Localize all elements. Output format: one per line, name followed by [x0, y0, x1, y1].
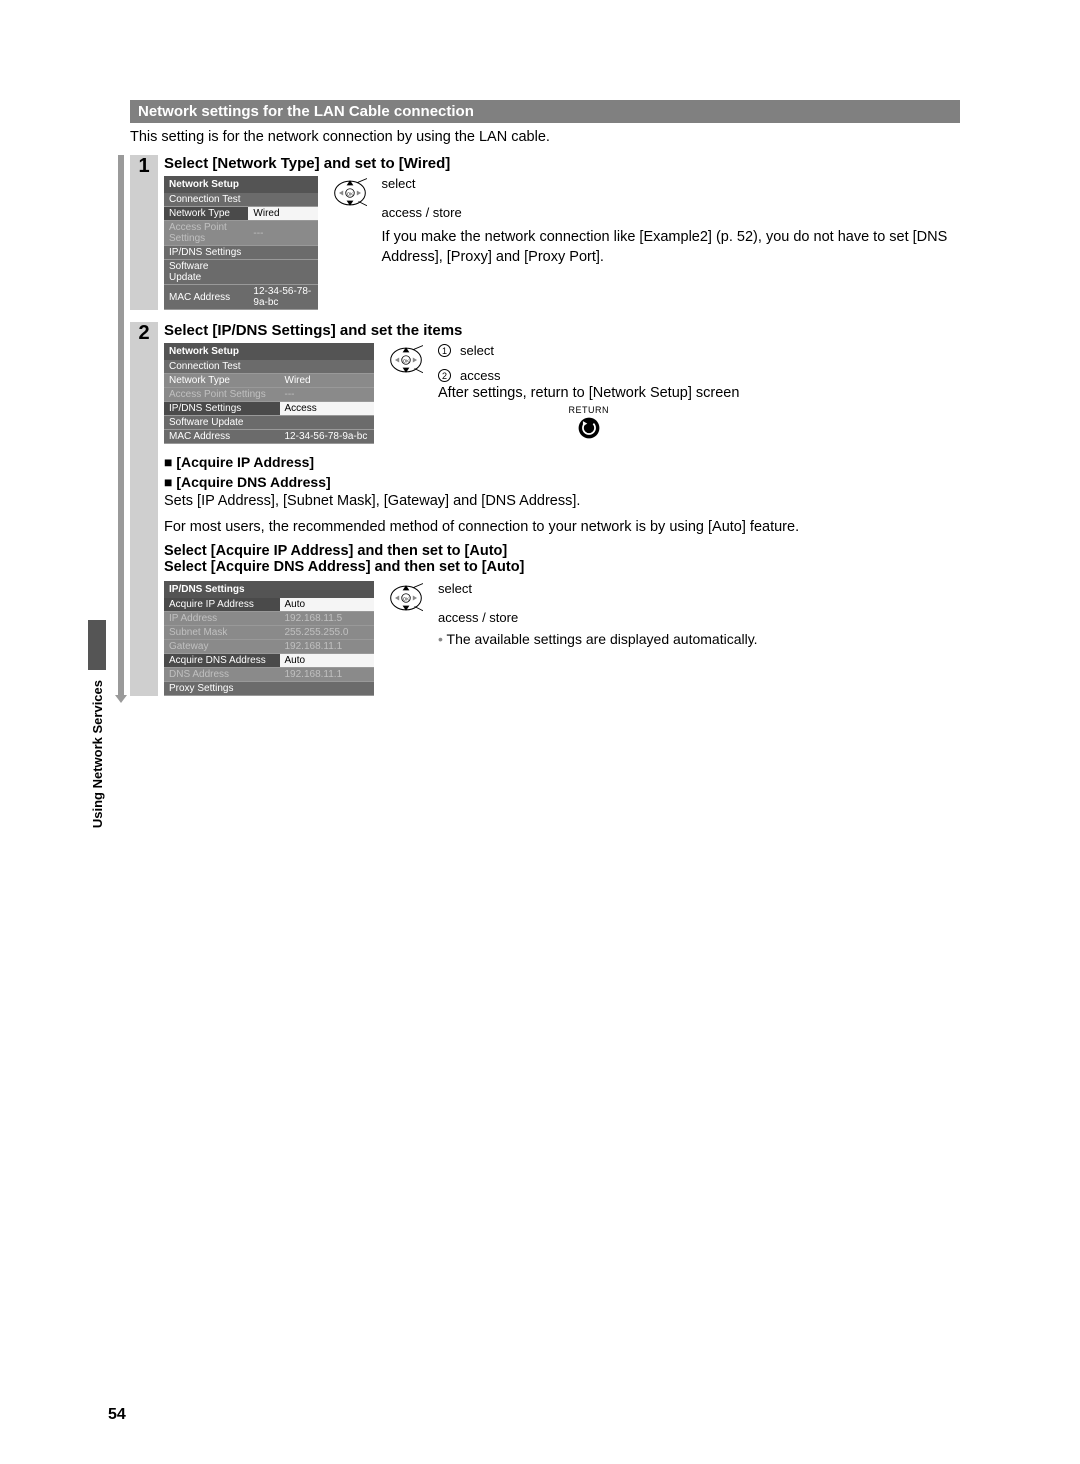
menu-row: Connection Test — [164, 193, 318, 207]
para-auto-rec: For most users, the recommended method o… — [164, 518, 960, 538]
svg-text:OK: OK — [403, 597, 409, 602]
menu-row: IP/DNS SettingsAccess — [164, 402, 374, 416]
menu-row: Network TypeWired — [164, 374, 374, 388]
menu-row: Proxy Settings — [164, 682, 374, 696]
menu-title: Network Setup — [164, 343, 374, 360]
menu-row: MAC Address12-34-56-78-9a-bc — [164, 430, 374, 444]
step-2-note: After settings, return to [Network Setup… — [438, 385, 739, 401]
menu-row: Access Point Settings--- — [164, 221, 318, 246]
circled-2: 2 — [438, 369, 451, 382]
network-setup-menu-2: Network Setup Connection TestNetwork Typ… — [164, 343, 374, 444]
return-label: RETURN — [568, 405, 609, 415]
svg-text:OK: OK — [346, 192, 352, 197]
select-acquire-ip: Select [Acquire IP Address] and then set… — [164, 543, 960, 559]
label-select: select — [460, 343, 494, 358]
sub-acquire-dns: [Acquire DNS Address] — [164, 474, 960, 490]
circled-1: 1 — [438, 344, 451, 357]
label-access: access / store — [382, 205, 462, 220]
menu-row: MAC Address12-34-56-78-9a-bc — [164, 285, 318, 310]
sub-acquire-ip: [Acquire IP Address] — [164, 454, 960, 470]
intro-text: This setting is for the network connecti… — [130, 129, 960, 145]
step-1-number: 1 — [130, 155, 158, 310]
select-acquire-dns: Select [Acquire DNS Address] and then se… — [164, 559, 960, 575]
label-select: select — [382, 176, 416, 191]
step-flow-bar — [118, 155, 124, 695]
step-1-title: Select [Network Type] and set to [Wired] — [164, 155, 960, 172]
menu-row: Connection Test — [164, 360, 374, 374]
menu-title: Network Setup — [164, 176, 318, 193]
menu-row: Subnet Mask255.255.255.0 — [164, 626, 374, 640]
return-icon — [576, 415, 602, 441]
side-accent-block — [88, 620, 106, 670]
menu-row: Software Update — [164, 416, 374, 430]
side-tab-label: Using Network Services — [90, 680, 105, 828]
auto-display-note: The available settings are displayed aut… — [438, 631, 758, 647]
step-2-number: 2 — [130, 322, 158, 696]
menu-row: Access Point Settings--- — [164, 388, 374, 402]
ipdns-settings-menu: IP/DNS Settings Acquire IP AddressAutoIP… — [164, 581, 374, 696]
label-access: access — [460, 368, 500, 383]
label-access: access / store — [438, 610, 518, 625]
network-setup-menu-1: Network Setup Connection TestNetwork Typ… — [164, 176, 318, 310]
menu-title: IP/DNS Settings — [164, 581, 374, 598]
step-1-note: If you make the network connection like … — [382, 228, 961, 267]
label-select: select — [438, 581, 472, 596]
dpad-icon: OK — [389, 343, 423, 377]
menu-row: DNS Address192.168.11.1 — [164, 668, 374, 682]
para-sets: Sets [IP Address], [Subnet Mask], [Gatew… — [164, 492, 960, 512]
menu-row: Network TypeWired — [164, 207, 318, 221]
menu-row: Acquire DNS AddressAuto — [164, 654, 374, 668]
menu-row: IP Address192.168.11.5 — [164, 612, 374, 626]
page-number: 54 — [108, 1406, 126, 1424]
dpad-icon: OK — [333, 176, 367, 210]
step-1: 1 Select [Network Type] and set to [Wire… — [130, 155, 960, 310]
menu-row: IP/DNS Settings — [164, 246, 318, 260]
svg-text:OK: OK — [403, 359, 409, 364]
step-2-title: Select [IP/DNS Settings] and set the ite… — [164, 322, 960, 339]
menu-row: Gateway192.168.11.1 — [164, 640, 374, 654]
menu-row: Acquire IP AddressAuto — [164, 598, 374, 612]
dpad-icon: OK — [389, 581, 423, 615]
menu-row: Software Update — [164, 260, 318, 285]
section-header: Network settings for the LAN Cable conne… — [130, 100, 960, 123]
step-2: 2 Select [IP/DNS Settings] and set the i… — [130, 322, 960, 696]
